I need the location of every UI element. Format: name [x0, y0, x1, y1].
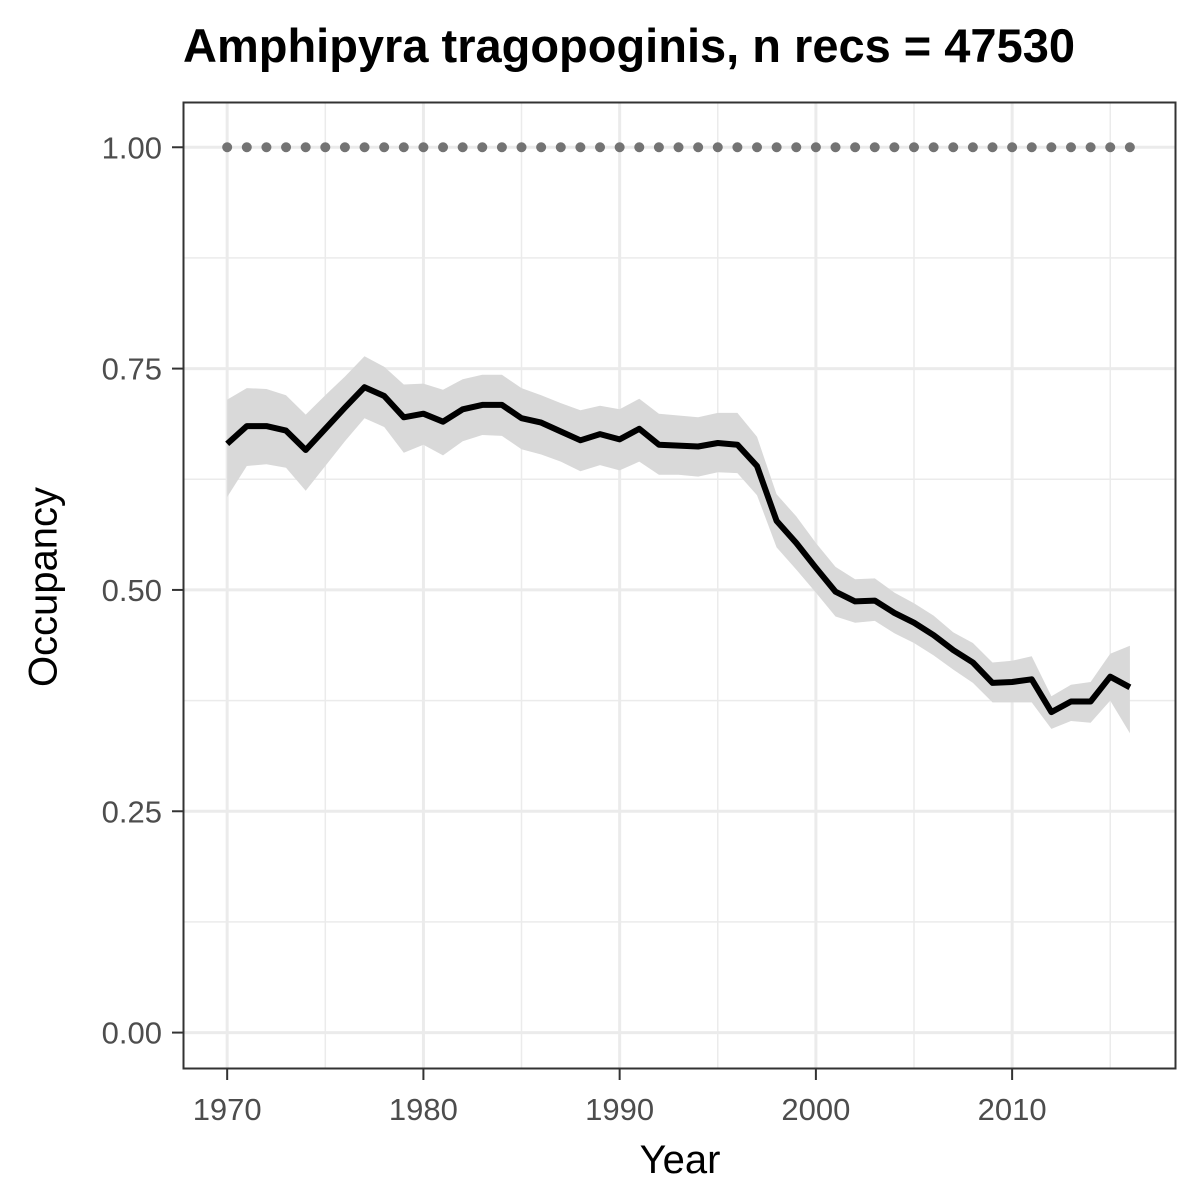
reference-point	[496, 142, 507, 153]
reference-point	[418, 142, 429, 153]
y-tick-label: 0.50	[102, 573, 162, 608]
reference-point	[791, 142, 802, 153]
reference-point	[575, 142, 586, 153]
reference-point	[379, 142, 390, 153]
reference-point	[320, 142, 331, 153]
reference-point	[830, 142, 841, 153]
occupancy-line	[225, 384, 1132, 716]
chart-title: Amphipyra tragopoginis, n recs = 47530	[183, 19, 1075, 72]
reference-point	[1124, 142, 1135, 153]
y-axis: 0.00 0.25 0.50 0.75 1.00	[102, 130, 184, 1051]
reference-point	[850, 142, 861, 153]
y-tick-label: 1.00	[102, 130, 162, 165]
reference-point	[595, 142, 606, 153]
x-tick-label: 1980	[389, 1092, 458, 1127]
reference-points-layer	[222, 142, 1135, 153]
reference-point	[634, 142, 645, 153]
reference-point	[339, 142, 350, 153]
reference-point	[712, 142, 723, 153]
x-tick-label: 2010	[978, 1092, 1047, 1127]
reference-point	[752, 142, 763, 153]
reference-point	[987, 142, 998, 153]
reference-point	[869, 142, 880, 153]
reference-point	[241, 142, 252, 153]
reference-point	[948, 142, 959, 153]
reference-point	[359, 142, 370, 153]
y-axis-title: Occupancy	[21, 486, 66, 688]
plot-panel	[183, 102, 1176, 1069]
trend-line-layer	[225, 384, 1132, 716]
x-axis: 1970 1980 1990 2000 2010	[193, 1068, 1047, 1127]
reference-point	[653, 142, 664, 153]
y-tick-label: 0.25	[102, 794, 162, 829]
x-axis-title: Year	[639, 1138, 721, 1182]
reference-point	[281, 142, 292, 153]
reference-point	[889, 142, 900, 153]
x-tick-label: 1990	[585, 1092, 654, 1127]
reference-point	[1007, 142, 1018, 153]
reference-point	[1105, 142, 1116, 153]
reference-point	[536, 142, 547, 153]
y-tick-label: 0.00	[102, 1016, 162, 1051]
reference-point	[398, 142, 409, 153]
reference-point	[1085, 142, 1096, 153]
reference-point	[438, 142, 449, 153]
reference-point	[1065, 142, 1076, 153]
x-tick-label: 1970	[193, 1092, 262, 1127]
reference-point	[909, 142, 920, 153]
panel-border	[182, 101, 1177, 1070]
reference-point	[810, 142, 821, 153]
reference-point	[771, 142, 782, 153]
reference-point	[673, 142, 684, 153]
reference-point	[1026, 142, 1037, 153]
reference-point	[967, 142, 978, 153]
reference-point	[222, 142, 233, 153]
reference-point	[457, 142, 468, 153]
reference-point	[261, 142, 272, 153]
reference-point	[555, 142, 566, 153]
reference-point	[477, 142, 488, 153]
reference-point	[732, 142, 743, 153]
x-tick-label: 2000	[781, 1092, 850, 1127]
reference-point	[300, 142, 311, 153]
reference-point	[1046, 142, 1057, 153]
y-tick-label: 0.75	[102, 352, 162, 387]
reference-point	[614, 142, 625, 153]
reference-point	[693, 142, 704, 153]
reference-point	[928, 142, 939, 153]
reference-point	[516, 142, 527, 153]
